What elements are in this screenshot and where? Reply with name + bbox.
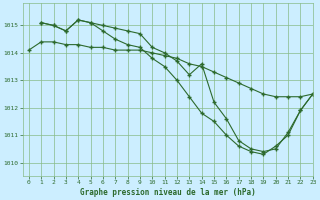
X-axis label: Graphe pression niveau de la mer (hPa): Graphe pression niveau de la mer (hPa) bbox=[80, 188, 256, 197]
